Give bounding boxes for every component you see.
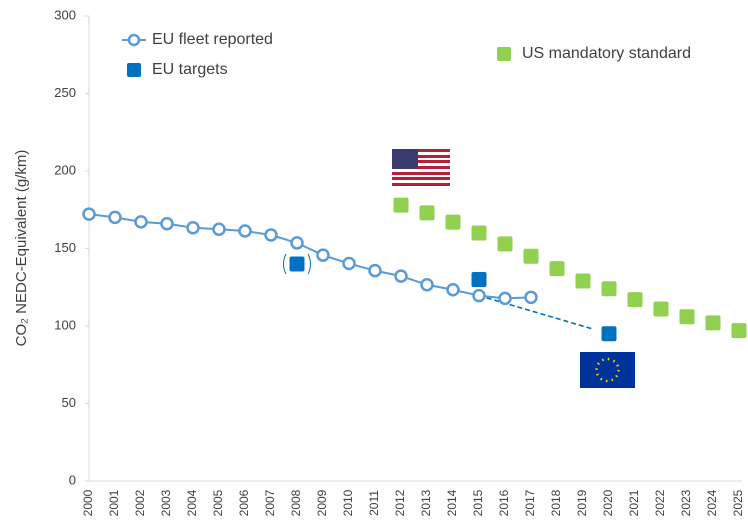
point <box>420 278 434 292</box>
x-tick-label: 2020 <box>601 489 615 516</box>
x-tick-label: 2012 <box>393 489 407 516</box>
point <box>446 282 460 297</box>
bracket <box>283 253 311 275</box>
us-flag <box>392 149 450 186</box>
x-tick-label: 2006 <box>237 489 251 516</box>
y-tick-label: 100 <box>54 317 76 332</box>
point <box>289 256 305 272</box>
y-tick-label: 200 <box>54 162 76 177</box>
point <box>523 248 539 264</box>
x-tick-label: 2008 <box>289 489 303 516</box>
x-tick-label: 2024 <box>705 489 719 516</box>
x-tick-label: 2014 <box>445 489 459 516</box>
point <box>394 269 408 283</box>
point <box>549 261 565 277</box>
y-tick-label: 50 <box>62 395 76 410</box>
point <box>679 309 695 325</box>
y-tick-label: 300 <box>54 7 76 22</box>
x-tick-label: 2015 <box>471 489 485 516</box>
legend-marker <box>127 63 141 77</box>
x-tick-label: 2021 <box>627 489 641 516</box>
x-tick-label: 2016 <box>497 489 511 516</box>
point <box>445 214 461 230</box>
point <box>238 224 252 238</box>
point <box>342 256 356 271</box>
x-tick-label: 2018 <box>549 489 563 516</box>
point <box>160 216 174 231</box>
x-tick-label: 2000 <box>81 489 95 516</box>
point <box>212 222 226 237</box>
x-tick-label: 2003 <box>159 489 173 516</box>
x-tick-label: 2004 <box>185 489 199 516</box>
y-tick-label: 0 <box>69 472 76 487</box>
x-tick-label: 2010 <box>341 489 355 516</box>
projection-line <box>478 294 594 330</box>
point <box>419 205 435 221</box>
x-tick-label: 2025 <box>731 489 745 516</box>
x-tick-label: 2017 <box>523 489 537 516</box>
y-tick-label: 150 <box>54 240 76 255</box>
point <box>575 273 591 289</box>
x-tick-label: 2019 <box>575 489 589 516</box>
x-tick-label: 2023 <box>679 489 693 516</box>
legend-label: US mandatory standard <box>522 45 691 62</box>
point <box>471 225 487 241</box>
x-tick-label: 2001 <box>107 489 121 516</box>
point <box>393 197 409 213</box>
x-tick-label: 2002 <box>133 489 147 516</box>
point <box>134 215 148 229</box>
point <box>316 248 330 262</box>
legend-marker <box>127 33 141 47</box>
point <box>497 236 513 252</box>
point <box>653 301 669 317</box>
x-tick-label: 2022 <box>653 489 667 516</box>
point <box>601 326 617 342</box>
legend-marker <box>497 47 511 61</box>
point <box>601 281 617 297</box>
point <box>290 236 304 250</box>
x-tick-label: 2005 <box>211 489 225 516</box>
point <box>368 263 382 278</box>
eu-flag <box>580 352 635 388</box>
point <box>731 323 747 339</box>
y-axis-label: CO₂ NEDC-Equivalent (g/km) <box>13 150 30 347</box>
x-tick-label: 2011 <box>367 490 381 516</box>
point <box>264 228 278 242</box>
series-line <box>88 213 532 300</box>
x-tick-label: 2013 <box>419 489 433 516</box>
x-tick-label: 2009 <box>315 489 329 516</box>
x-tick-label: 2007 <box>263 489 277 516</box>
point <box>524 290 538 305</box>
y-tick-label: 250 <box>54 85 76 100</box>
point <box>472 288 486 303</box>
legend-label: EU targets <box>152 61 228 78</box>
point <box>705 315 721 331</box>
point <box>108 210 122 225</box>
point <box>498 291 512 306</box>
point <box>627 292 643 308</box>
point <box>471 272 487 287</box>
point <box>82 207 96 221</box>
legend-label: EU fleet reported <box>152 31 273 48</box>
point <box>186 220 200 235</box>
